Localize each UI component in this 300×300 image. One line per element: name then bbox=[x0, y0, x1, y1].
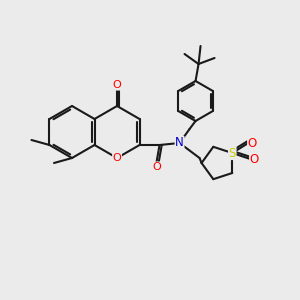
Text: S: S bbox=[229, 146, 236, 160]
Text: O: O bbox=[113, 153, 122, 163]
Text: N: N bbox=[175, 136, 184, 149]
Text: O: O bbox=[113, 80, 122, 90]
Text: O: O bbox=[250, 152, 259, 166]
Text: O: O bbox=[248, 136, 257, 149]
Text: O: O bbox=[152, 162, 161, 172]
